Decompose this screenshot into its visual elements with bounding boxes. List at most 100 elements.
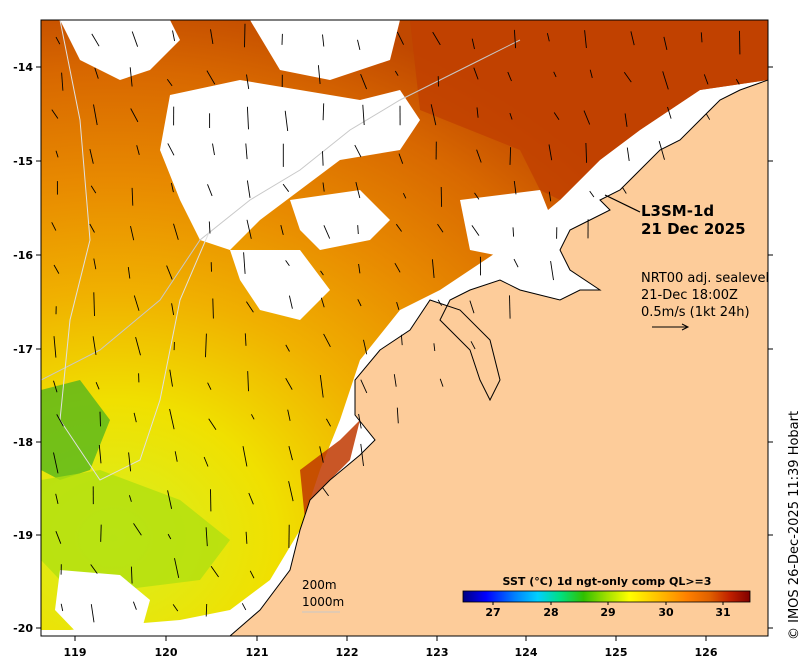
current-vector xyxy=(244,23,246,48)
current-vector xyxy=(513,29,517,49)
current-vector xyxy=(513,258,519,268)
current-vector xyxy=(167,143,175,156)
current-vector xyxy=(248,492,254,505)
current-vector xyxy=(245,531,248,544)
current-vector xyxy=(245,143,248,160)
current-vector xyxy=(431,259,435,278)
current-vector xyxy=(658,140,665,160)
current-vector xyxy=(474,192,480,200)
current-vector xyxy=(470,341,476,350)
current-vector xyxy=(53,264,60,274)
cloud-gap-5 xyxy=(230,250,330,320)
current-vector xyxy=(362,104,365,126)
current-vector xyxy=(128,495,132,502)
current-vector xyxy=(51,109,59,119)
current-vector xyxy=(169,369,173,387)
plot-frame xyxy=(40,19,769,637)
x-tick-label: 122 xyxy=(336,646,359,659)
depth-label-200m: 200m xyxy=(302,578,337,592)
current-vector xyxy=(51,222,57,231)
current-vector xyxy=(662,71,669,90)
current-vector xyxy=(357,225,359,235)
current-vector xyxy=(133,523,142,536)
current-vector xyxy=(317,65,321,84)
current-vector xyxy=(89,148,94,164)
current-vector xyxy=(206,70,216,85)
current-vector xyxy=(471,225,480,236)
current-vector xyxy=(589,69,593,79)
current-vector xyxy=(663,36,668,51)
current-vector xyxy=(700,32,703,43)
green-patch-south xyxy=(41,470,230,590)
current-vector xyxy=(251,414,255,420)
colorbar-tick-label: 30 xyxy=(658,606,674,619)
current-vector xyxy=(205,527,208,547)
x-tick-label: 119 xyxy=(64,646,87,659)
current-vector xyxy=(473,67,479,80)
current-vector xyxy=(246,180,251,198)
current-vector xyxy=(244,333,247,346)
current-vector xyxy=(131,187,134,206)
x-axis: 119 120 121 122 123 124 125 126 xyxy=(64,636,718,659)
current-vector xyxy=(55,493,59,504)
current-vector xyxy=(323,333,331,348)
current-vector xyxy=(53,336,57,358)
current-vector xyxy=(322,34,325,47)
current-vector xyxy=(53,380,58,393)
current-vector xyxy=(99,411,101,427)
current-vector xyxy=(507,71,512,82)
current-vector xyxy=(393,374,397,387)
cloud-gap-1 xyxy=(160,80,420,250)
colorbar-tick-label: 29 xyxy=(600,606,615,619)
current-vector xyxy=(247,371,249,392)
colorbar-tick-label: 31 xyxy=(715,606,730,619)
current-vector xyxy=(205,333,207,358)
colorbar-tick-label: 28 xyxy=(543,606,558,619)
scale-arrow xyxy=(652,323,690,331)
current-vector xyxy=(205,603,208,617)
current-vector xyxy=(705,113,711,120)
colorbar-title: SST (°C) 1d ngt-only comp QL>=3 xyxy=(503,575,712,588)
current-time-label: 21-Dec 18:00Z xyxy=(641,288,738,303)
current-vector xyxy=(358,413,362,429)
current-vector xyxy=(358,263,361,274)
current-vector xyxy=(246,106,249,130)
current-vector xyxy=(284,110,289,132)
current-vector xyxy=(667,106,672,119)
current-vector xyxy=(173,223,179,240)
current-vector xyxy=(509,112,513,120)
current-vector xyxy=(171,303,175,316)
current-vector xyxy=(360,379,368,394)
current-vector xyxy=(210,565,219,578)
y-tick-label: -17 xyxy=(13,343,33,356)
current-vector xyxy=(90,564,98,574)
credit-label: © IMOS 26-Dec-2025 11:39 Hobart xyxy=(787,411,802,640)
current-vector xyxy=(203,456,209,467)
current-vector xyxy=(322,103,325,121)
current-vector xyxy=(396,31,405,45)
current-vector xyxy=(357,299,362,307)
current-vector xyxy=(430,104,437,126)
current-vector xyxy=(548,191,552,202)
current-vector xyxy=(92,336,97,355)
current-vector xyxy=(242,446,248,467)
land xyxy=(229,79,768,636)
current-vector xyxy=(285,377,293,390)
current-vector xyxy=(133,295,140,311)
current-vector xyxy=(513,180,517,195)
current-vector xyxy=(626,147,630,161)
current-vector xyxy=(169,408,175,430)
cloud-gap-6 xyxy=(55,570,150,636)
current-vector xyxy=(98,444,102,464)
current-vector xyxy=(357,39,361,51)
current-vector xyxy=(55,36,61,45)
current-vector xyxy=(326,418,331,427)
current-vector xyxy=(174,558,180,578)
y-tick-label: -18 xyxy=(13,436,33,449)
current-vector xyxy=(170,182,174,193)
y-axis: -14 -15 -16 -17 -18 -19 -20 xyxy=(13,61,773,635)
current-vector xyxy=(323,225,331,239)
current-vector xyxy=(95,382,100,390)
current-vector xyxy=(135,336,141,356)
